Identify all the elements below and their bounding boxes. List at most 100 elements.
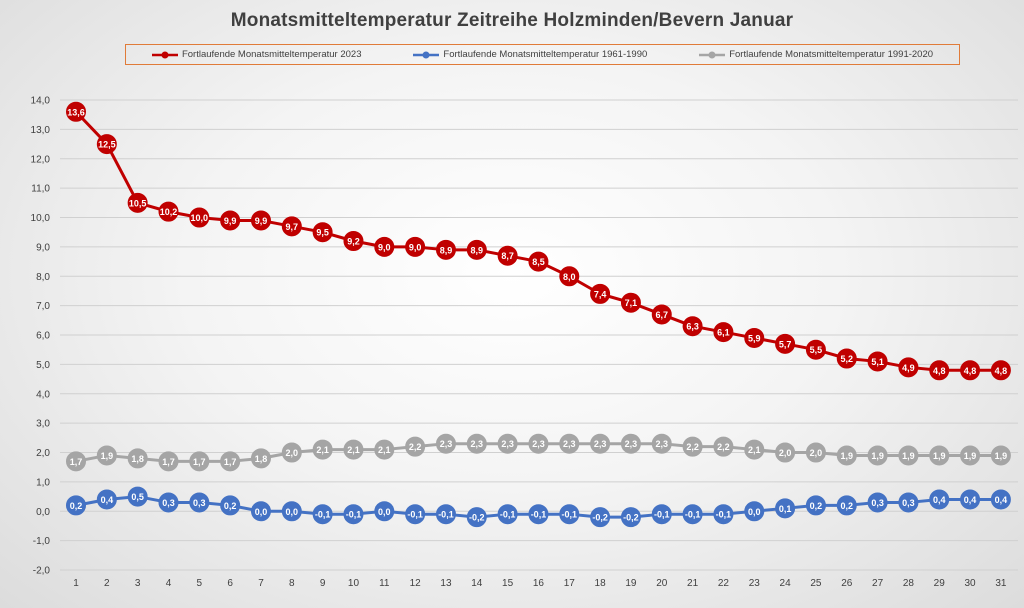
data-point — [281, 501, 302, 522]
data-label: 2,0 — [286, 448, 299, 458]
data-label: 0,3 — [193, 498, 206, 508]
data-point — [405, 236, 426, 257]
data-point — [682, 316, 703, 337]
data-label: -0,2 — [592, 513, 608, 523]
data-label: 0,2 — [840, 501, 853, 511]
data-label: 2,3 — [501, 439, 514, 449]
data-point — [343, 439, 364, 460]
data-label: 2,2 — [717, 442, 730, 452]
y-tick-label: 7,0 — [36, 301, 50, 312]
data-point — [867, 492, 888, 513]
x-tick-label: 14 — [471, 578, 483, 589]
data-point — [220, 451, 241, 472]
data-label: 1,9 — [933, 451, 946, 461]
y-tick-label: 4,0 — [36, 389, 50, 400]
data-point — [158, 451, 179, 472]
x-tick-label: 4 — [166, 578, 172, 589]
data-point — [682, 504, 703, 525]
x-tick-label: 7 — [258, 578, 264, 589]
x-tick-label: 2 — [104, 578, 110, 589]
data-label: 8,0 — [563, 272, 576, 282]
data-label: 2,3 — [440, 439, 453, 449]
data-label: 1,8 — [255, 454, 268, 464]
data-point — [651, 433, 672, 454]
legend-item-2023: Fortlaufende Monatsmitteltemperatur 2023 — [151, 49, 362, 60]
data-label: 0,4 — [964, 495, 977, 505]
data-point — [66, 495, 86, 516]
data-point — [744, 439, 765, 460]
data-label: 0,2 — [810, 501, 823, 511]
data-label: -0,1 — [315, 510, 331, 520]
x-tick-label: 13 — [440, 578, 452, 589]
y-tick-label: 1,0 — [36, 477, 50, 488]
x-tick-label: 1 — [73, 578, 79, 589]
data-label: 0,0 — [748, 507, 761, 517]
data-label: -0,1 — [407, 510, 423, 520]
data-label: 1,7 — [162, 457, 175, 467]
legend-key-1991-2020 — [699, 51, 726, 58]
data-label: 0,3 — [902, 498, 915, 508]
legend-key-1961-1990 — [413, 51, 440, 58]
data-label: -0,2 — [623, 513, 639, 523]
data-point — [435, 504, 456, 525]
data-label: -0,1 — [716, 510, 732, 520]
data-point — [960, 489, 981, 510]
data-label: 0,5 — [131, 492, 144, 502]
data-label: 4,9 — [902, 363, 915, 373]
data-point — [497, 433, 518, 454]
data-label: 9,0 — [409, 242, 422, 252]
data-point — [312, 439, 333, 460]
data-point — [559, 266, 580, 287]
data-point — [960, 360, 981, 381]
x-tick-label: 5 — [197, 578, 203, 589]
data-label: 1,8 — [131, 454, 144, 464]
data-label: 2,1 — [347, 445, 360, 455]
data-point — [466, 239, 487, 260]
data-point — [66, 101, 86, 122]
data-label: 2,2 — [686, 442, 699, 452]
series-line — [74, 110, 1001, 372]
data-point — [651, 304, 672, 325]
y-tick-label: 11,0 — [31, 184, 50, 195]
data-label: 6,1 — [717, 328, 730, 338]
data-label: 0,0 — [255, 507, 268, 517]
data-point — [435, 239, 456, 260]
data-label: 2,3 — [594, 439, 607, 449]
data-point — [898, 445, 919, 466]
data-label: 5,9 — [748, 333, 761, 343]
data-label: 4,8 — [964, 366, 977, 376]
data-label: -0,1 — [562, 510, 578, 520]
data-label: 1,9 — [964, 451, 977, 461]
y-tick-label: 13,0 — [31, 125, 51, 136]
data-label: -0,1 — [685, 510, 701, 520]
data-point — [713, 436, 734, 457]
data-point — [127, 448, 148, 469]
data-label: 13,6 — [67, 107, 85, 117]
data-label: 2,3 — [471, 439, 484, 449]
x-tick-label: 17 — [564, 578, 576, 589]
data-point — [466, 507, 487, 528]
data-label: 9,2 — [347, 237, 360, 247]
data-label: -0,1 — [346, 510, 362, 520]
data-point — [405, 436, 426, 457]
data-point — [713, 322, 734, 343]
data-label: 4,8 — [933, 366, 946, 376]
data-label: 1,7 — [70, 457, 83, 467]
data-point — [528, 433, 549, 454]
data-point — [929, 360, 950, 381]
y-tick-label: 5,0 — [36, 360, 50, 371]
data-label: -0,1 — [500, 510, 516, 520]
data-point — [867, 445, 888, 466]
data-label: 8,9 — [440, 245, 453, 255]
legend-label-1991-2020: Fortlaufende Monatsmitteltemperatur 1991… — [729, 49, 934, 60]
data-point — [374, 439, 395, 460]
data-label: 9,0 — [378, 242, 391, 252]
data-point — [66, 451, 86, 472]
data-label: 0,2 — [224, 501, 237, 511]
data-label: 9,7 — [286, 222, 299, 232]
data-point — [374, 501, 395, 522]
y-tick-label: -2,0 — [33, 566, 51, 577]
x-tick-label: 15 — [502, 578, 514, 589]
data-point — [836, 348, 857, 369]
data-label: 5,7 — [779, 339, 792, 349]
